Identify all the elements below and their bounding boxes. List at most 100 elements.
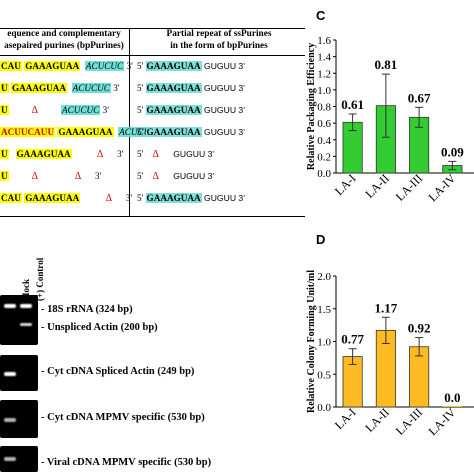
table-row: U GAAAGUAA Δ 3' 5' Δ GUGUU 3' bbox=[0, 147, 305, 162]
y-tick-label: 0.4 bbox=[317, 135, 331, 147]
sequence-segment: 3' bbox=[112, 193, 133, 203]
y-tick-label: 1.0 bbox=[317, 337, 331, 349]
header-left-line-1: equence and complementary bbox=[7, 29, 121, 39]
y-tick-label: 1.5 bbox=[317, 304, 331, 316]
table-cell-right: 5' Δ GUGUU 3' bbox=[137, 147, 214, 162]
gel-band bbox=[4, 304, 16, 308]
y-tick-label: 1.4 bbox=[317, 52, 331, 64]
table-cell-left: U GAAAGUAA ACUCUC 3' bbox=[0, 81, 119, 96]
sequence-segment bbox=[72, 149, 97, 159]
sequence-segment: GUGUU 3' bbox=[201, 127, 245, 137]
table-row: U GAAAGUAA ACUCUC 3' 5' GAAAGUAA GUGUU 3' bbox=[0, 81, 305, 96]
y-tick-label: 1.6 bbox=[317, 35, 331, 47]
panel-letter-c: C bbox=[316, 8, 326, 23]
table-header-rule bbox=[0, 55, 305, 56]
y-tick-label: 1.0 bbox=[317, 85, 331, 97]
deletion-triangle: Δ bbox=[96, 149, 104, 160]
table-cell-left: CAU GAAAGUAA ACUCUC 3' bbox=[0, 59, 133, 74]
sequence-segment: GUGUU 3' bbox=[201, 61, 245, 71]
sequence-segment bbox=[38, 105, 61, 115]
table-row: U Δ Δ 3' 5' Δ GUGUU 3' bbox=[0, 169, 305, 184]
table-cell-right: 5' Δ GUGUU 3' bbox=[137, 169, 214, 184]
category-label: LA-III bbox=[393, 405, 426, 438]
sequence-segment: GAAAGUAA bbox=[145, 193, 202, 203]
gel-strip-1 bbox=[0, 295, 38, 345]
sequence-segment: GUGUU 3' bbox=[158, 171, 214, 181]
sequence-table: equence and complementary asepaired puri… bbox=[0, 28, 305, 218]
header-right-line-1: Partial repeat of ssPurines bbox=[166, 29, 272, 39]
sequence-segment: GUGUU 3' bbox=[201, 193, 245, 203]
value-label: 0.77 bbox=[341, 332, 364, 347]
value-label: 0.81 bbox=[375, 57, 398, 72]
category-label: LA-I bbox=[332, 171, 359, 198]
band-label-unspliced-actin: - Unspliced Actin (200 bp) bbox=[41, 322, 158, 333]
sequence-segment: 5' bbox=[137, 193, 146, 203]
table-top-rule bbox=[0, 28, 305, 29]
bar bbox=[442, 406, 463, 407]
sequence-segment bbox=[9, 105, 32, 115]
y-tick-label: 2.0 bbox=[317, 271, 331, 283]
sequence-segment bbox=[67, 83, 72, 93]
value-label: 0.09 bbox=[441, 144, 464, 159]
y-tick-label: 0.6 bbox=[317, 118, 331, 130]
value-label: 0.92 bbox=[408, 321, 431, 336]
sequence-segment: GAAAGUAA bbox=[24, 61, 81, 71]
table-cell-left: U Δ ACUCUC 3' bbox=[0, 103, 109, 118]
sequence-segment: GAAAGUAA bbox=[57, 127, 114, 137]
sequence-segment: GAAAGUAA bbox=[15, 149, 72, 159]
band-label-cyt-mpmv: - Cyt cDNA MPMV specific (530 bp) bbox=[41, 412, 205, 423]
chart-relative-colony-forming-unit: Relative Colony Forming Unit/ml 0.00.51.0… bbox=[306, 270, 474, 438]
y-axis-label: Relative Colony Forming Unit/ml bbox=[306, 270, 317, 413]
header-right-line-2: in the form of bpPurines bbox=[170, 41, 268, 51]
sequence-segment: U bbox=[0, 83, 9, 93]
y-tick-label: 0.0 bbox=[317, 402, 331, 414]
value-label: 0.61 bbox=[341, 97, 364, 112]
gel-strip-2 bbox=[0, 355, 38, 391]
sequence-segment: GAAAGUAA bbox=[145, 105, 202, 115]
y-axis-label: Relative Packaging Efficiency bbox=[306, 43, 317, 170]
table-cell-left: CAU GAAAGUAA Δ 3' bbox=[0, 191, 132, 206]
sequence-segment: CAU bbox=[0, 61, 22, 71]
table-cell-left: U GAAAGUAA Δ 3' bbox=[0, 147, 123, 162]
sequence-segment: U bbox=[0, 171, 9, 181]
category-label: LA-I bbox=[332, 405, 359, 432]
deletion-triangle: Δ bbox=[152, 149, 159, 160]
sequence-segment: 5' bbox=[137, 83, 146, 93]
table-cell-right: 5' GAAAGUAA GUGUU 3' bbox=[137, 125, 245, 140]
gel-band bbox=[4, 457, 16, 461]
table-cell-right: 5' GAAAGUAA GUGUU 3' bbox=[137, 191, 245, 206]
sequence-segment bbox=[38, 171, 75, 181]
table-column-divider bbox=[129, 28, 130, 216]
value-label: 1.17 bbox=[375, 300, 398, 315]
sequence-segment: ACUCUC bbox=[118, 127, 158, 137]
sequence-segment: 3' bbox=[103, 149, 124, 159]
sequence-segment: 5' bbox=[137, 149, 153, 159]
table-header-right: Partial repeat of ssPurines in the form … bbox=[134, 28, 304, 52]
gel-strip-4 bbox=[0, 446, 38, 472]
y-tick-label: 1.2 bbox=[317, 68, 331, 80]
sequence-segment: ACUCUC bbox=[84, 61, 125, 71]
sequence-segment: GAAAGUAA bbox=[145, 61, 202, 71]
deletion-triangle: Δ bbox=[31, 171, 39, 182]
sequence-segment: 3' bbox=[100, 105, 109, 115]
sequence-segment: ACUCUC bbox=[61, 105, 101, 115]
sequence-segment: CAU bbox=[0, 193, 22, 203]
band-label-18s-rrna: - 18S rRNA (324 bp) bbox=[41, 304, 133, 315]
header-left-line-2: asepaired purines (bpPurines) bbox=[4, 41, 124, 51]
band-label-spliced-actin: - Cyt cDNA Spliced Actin (249 bp) bbox=[41, 366, 195, 377]
sequence-segment bbox=[80, 193, 105, 203]
sequence-segment: GAAAGUAA bbox=[145, 127, 202, 137]
deletion-triangle: Δ bbox=[74, 171, 82, 182]
category-label: LA-II bbox=[362, 405, 392, 435]
sequence-segment: 3' bbox=[110, 83, 120, 93]
sequence-segment: ACUUCAUU bbox=[0, 127, 56, 137]
y-tick-label: 0.8 bbox=[317, 102, 331, 114]
table-cell-right: 5' GAAAGUAA GUGUU 3' bbox=[137, 103, 245, 118]
table-row: ACUUCAUU GAAAGUAA ACUCUC 3'5' GAAAGUAA G… bbox=[0, 125, 305, 140]
y-tick-label: 0.2 bbox=[317, 151, 331, 163]
sequence-segment: GAAAGUAA bbox=[24, 193, 81, 203]
value-label: 0.0 bbox=[444, 390, 460, 405]
sequence-segment: 5' bbox=[137, 127, 146, 137]
gel-band bbox=[20, 304, 32, 308]
